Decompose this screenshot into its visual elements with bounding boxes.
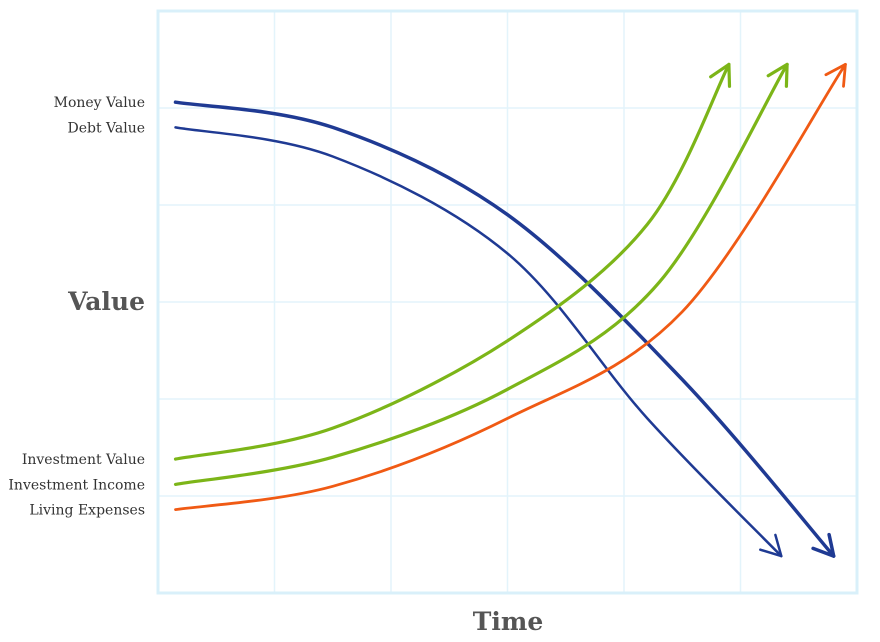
series-label-money-value: Money Value <box>54 95 145 111</box>
series-arrowhead-investment-value <box>709 62 732 88</box>
series-label-living-expenses: Living Expenses <box>29 503 145 519</box>
series-line-debt-value <box>174 126 783 558</box>
x-axis-title: Time <box>473 607 543 636</box>
y-axis-title: Value <box>67 287 145 316</box>
series-arrowhead-debt-value <box>759 533 783 558</box>
curves <box>173 62 847 558</box>
plot-frame <box>156 9 859 595</box>
series-line-investment-value <box>173 62 731 461</box>
series-labels: Money Value Debt Value Investment Value Inv… <box>8 95 145 518</box>
series-label-investment-income: Investment Income <box>8 477 145 493</box>
grid <box>158 11 857 593</box>
series-line-investment-income <box>173 62 789 486</box>
series-arrowhead-money-value <box>811 532 836 558</box>
series-line-money-value <box>173 100 836 558</box>
series-label-debt-value: Debt Value <box>68 120 146 136</box>
series-line-living-expenses <box>174 63 847 511</box>
series-label-investment-value: Investment Value <box>22 452 145 468</box>
series-arrowhead-living-expenses <box>824 63 847 88</box>
series-arrowhead-investment-income <box>766 62 789 88</box>
